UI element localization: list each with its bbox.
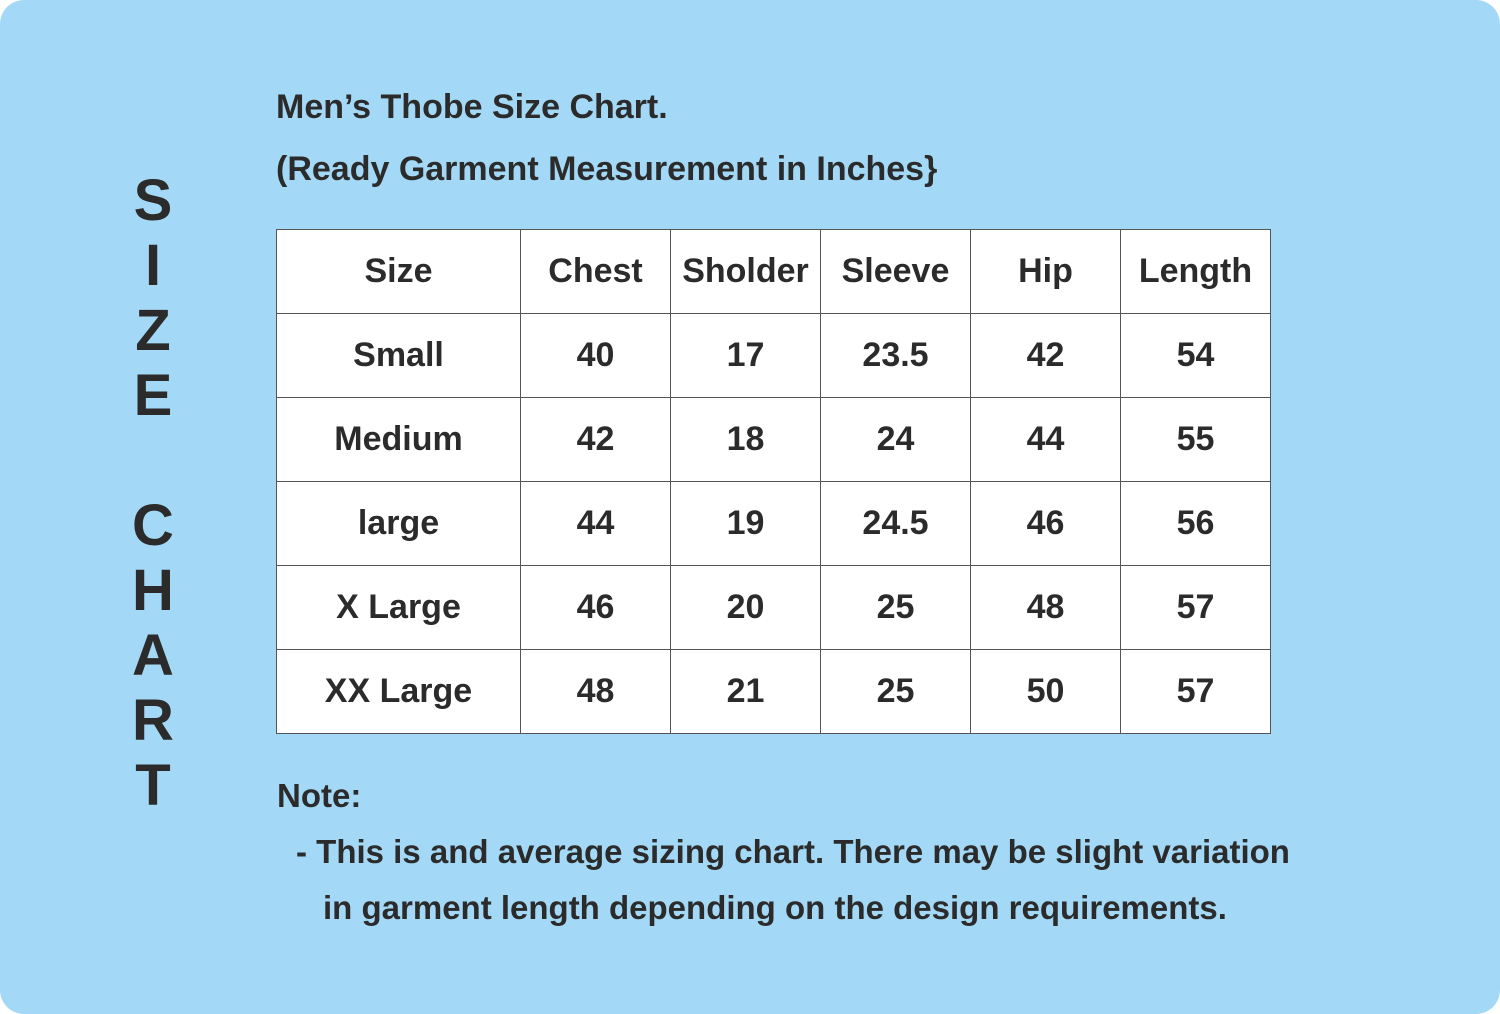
measurement-cell: 40 <box>520 313 671 398</box>
measurement-cell: 56 <box>1120 481 1271 566</box>
table-row: Small 40 17 23.5 42 54 <box>276 313 1271 398</box>
column-header: Size <box>276 229 521 314</box>
side-title-letter: A <box>132 623 174 688</box>
measurement-cell: 44 <box>970 397 1121 482</box>
measurement-cell: 42 <box>970 313 1121 398</box>
measurement-cell: 50 <box>970 649 1121 734</box>
measurement-cell: 54 <box>1120 313 1271 398</box>
side-title-letter: C <box>132 493 174 558</box>
column-header: Sholder <box>670 229 821 314</box>
size-label-cell: Small <box>276 313 521 398</box>
side-title-letter: E <box>133 363 173 428</box>
page-title: Men’s Thobe Size Chart. <box>276 88 668 126</box>
side-title-letter <box>118 428 188 493</box>
table-row: XX Large 48 21 25 50 57 <box>276 649 1271 734</box>
note-line-1: - This is and average sizing chart. Ther… <box>296 833 1290 870</box>
note-label: Note: <box>277 777 362 814</box>
table-row: large 44 19 24.5 46 56 <box>276 481 1271 566</box>
note-line-2: in garment length depending on the desig… <box>323 889 1227 926</box>
column-header: Hip <box>970 229 1121 314</box>
measurement-cell: 25 <box>820 649 971 734</box>
measurement-cell: 48 <box>520 649 671 734</box>
measurement-cell: 17 <box>670 313 821 398</box>
measurement-cell: 19 <box>670 481 821 566</box>
side-title-letter: H <box>132 558 174 623</box>
size-table: Size Chest Sholder Sleeve Hip Length Small 40 1… <box>276 229 1271 734</box>
measurement-cell: 57 <box>1120 649 1271 734</box>
measurement-cell: 25 <box>820 565 971 650</box>
measurement-cell: 24 <box>820 397 971 482</box>
measurement-cell: 46 <box>520 565 671 650</box>
measurement-cell: 57 <box>1120 565 1271 650</box>
measurement-cell: 23.5 <box>820 313 971 398</box>
measurement-cell: 55 <box>1120 397 1271 482</box>
measurement-cell: 21 <box>670 649 821 734</box>
size-label-cell: X Large <box>276 565 521 650</box>
measurement-cell: 18 <box>670 397 821 482</box>
side-title-letter: I <box>144 233 162 298</box>
table-header-row: Size Chest Sholder Sleeve Hip Length <box>276 229 1271 314</box>
table-row: X Large 46 20 25 48 57 <box>276 565 1271 650</box>
measurement-cell: 46 <box>970 481 1121 566</box>
page-subtitle: (Ready Garment Measurement in Inches} <box>276 150 938 188</box>
size-label-cell: XX Large <box>276 649 521 734</box>
measurement-cell: 24.5 <box>820 481 971 566</box>
measurement-cell: 20 <box>670 565 821 650</box>
column-header: Sleeve <box>820 229 971 314</box>
table-row: Medium 42 18 24 44 55 <box>276 397 1271 482</box>
column-header: Length <box>1120 229 1271 314</box>
side-title-letter: Z <box>135 298 171 363</box>
column-header: Chest <box>520 229 671 314</box>
size-label-cell: Medium <box>276 397 521 482</box>
side-title-letter: T <box>135 753 171 818</box>
side-title-letter: S <box>133 168 173 233</box>
measurement-cell: 44 <box>520 481 671 566</box>
measurement-cell: 42 <box>520 397 671 482</box>
size-label-cell: large <box>276 481 521 566</box>
side-title-letter: R <box>132 688 174 753</box>
measurement-cell: 48 <box>970 565 1121 650</box>
